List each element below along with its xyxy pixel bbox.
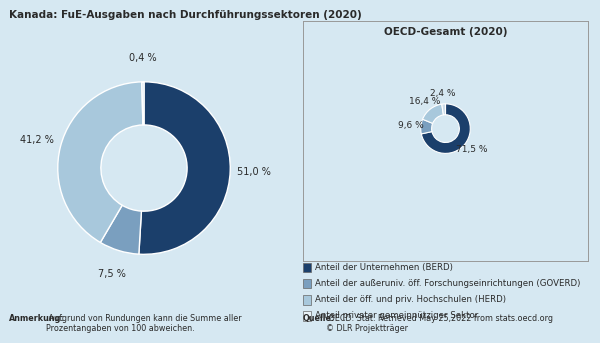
Text: 2,4 %: 2,4 % — [430, 89, 455, 98]
Wedge shape — [58, 82, 143, 243]
Text: 9,6 %: 9,6 % — [398, 121, 424, 130]
Text: 71,5 %: 71,5 % — [457, 145, 488, 154]
Text: OECD-Gesamt (2020): OECD-Gesamt (2020) — [384, 27, 507, 37]
Wedge shape — [100, 205, 142, 254]
Text: Quelle:: Quelle: — [303, 314, 335, 323]
Text: 41,2 %: 41,2 % — [20, 135, 54, 145]
Wedge shape — [442, 104, 446, 115]
Text: Anmerkung:: Anmerkung: — [9, 314, 65, 323]
Wedge shape — [142, 82, 144, 125]
Text: Anteil privater gemeinnütziger Sektor: Anteil privater gemeinnütziger Sektor — [315, 311, 478, 320]
Wedge shape — [421, 104, 470, 153]
Text: 51,0 %: 51,0 % — [238, 167, 271, 177]
Wedge shape — [139, 82, 230, 254]
Wedge shape — [421, 119, 433, 134]
Text: Anteil der außeruniv. öff. Forschungseinrichtungen (GOVERD): Anteil der außeruniv. öff. Forschungsein… — [315, 279, 580, 288]
Text: Aufgrund von Rundungen kann die Summe aller
Prozentangaben von 100 abweichen.: Aufgrund von Rundungen kann die Summe al… — [46, 314, 242, 333]
Text: 0,4 %: 0,4 % — [130, 53, 157, 63]
Text: 7,5 %: 7,5 % — [98, 269, 125, 279]
Text: 16,4 %: 16,4 % — [409, 97, 440, 106]
Text: OECD. Stat. Retrieved May 25,2022 from stats.oecd.org
© DLR Projektträger: OECD. Stat. Retrieved May 25,2022 from s… — [326, 314, 553, 333]
Text: Kanada: FuE-Ausgaben nach Durchführungssektoren (2020): Kanada: FuE-Ausgaben nach Durchführungss… — [9, 10, 362, 20]
Wedge shape — [422, 104, 443, 123]
Text: Anteil der öff. und priv. Hochschulen (HERD): Anteil der öff. und priv. Hochschulen (H… — [315, 295, 506, 304]
Text: Anteil der Unternehmen (BERD): Anteil der Unternehmen (BERD) — [315, 263, 453, 272]
